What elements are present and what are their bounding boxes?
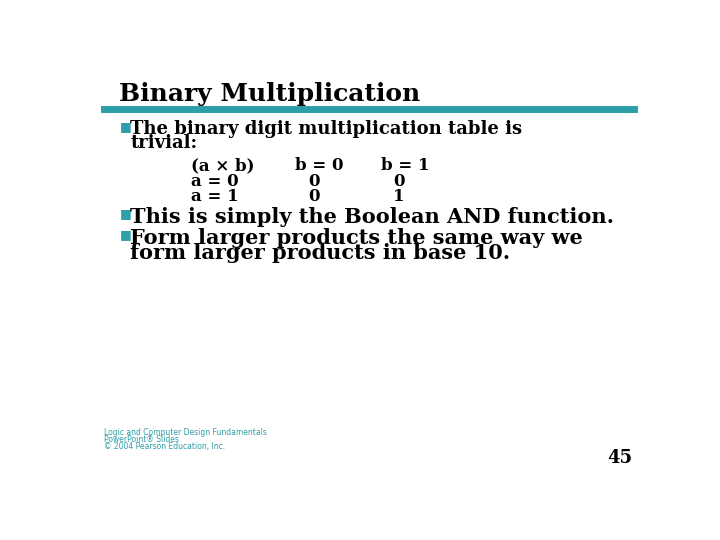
Text: a = 1: a = 1 (191, 188, 238, 205)
Text: PowerPoint® Slides: PowerPoint® Slides (104, 435, 179, 444)
Text: trivial:: trivial: (130, 134, 197, 152)
Text: Binary Multiplication: Binary Multiplication (120, 82, 420, 106)
Text: 0: 0 (307, 173, 319, 190)
Text: ■: ■ (120, 120, 131, 133)
Text: b = 0: b = 0 (295, 157, 344, 174)
Text: The binary digit multiplication table is: The binary digit multiplication table is (130, 120, 523, 138)
Text: ■: ■ (120, 228, 131, 241)
Text: 0: 0 (307, 188, 319, 205)
Text: a = 0: a = 0 (191, 173, 238, 190)
Text: b = 1: b = 1 (381, 157, 429, 174)
Text: Form larger products the same way we: Form larger products the same way we (130, 228, 583, 248)
Text: 1: 1 (393, 188, 405, 205)
Text: 45: 45 (608, 449, 632, 467)
Text: 0: 0 (393, 173, 405, 190)
Text: Logic and Computer Design Fundamentals: Logic and Computer Design Fundamentals (104, 428, 267, 437)
Text: ■: ■ (120, 207, 131, 220)
Text: This is simply the Boolean AND function.: This is simply the Boolean AND function. (130, 207, 614, 227)
Text: form larger products in base 10.: form larger products in base 10. (130, 244, 510, 264)
Text: © 2004 Pearson Education, Inc.: © 2004 Pearson Education, Inc. (104, 442, 225, 451)
Text: (a × b): (a × b) (191, 157, 254, 174)
